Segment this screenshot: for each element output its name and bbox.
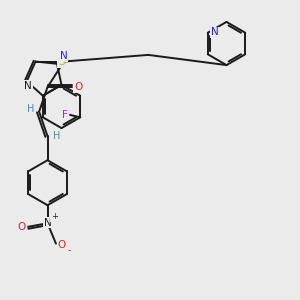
Text: N: N bbox=[24, 81, 32, 91]
Text: O: O bbox=[17, 222, 26, 232]
Text: -: - bbox=[68, 245, 71, 255]
Text: O: O bbox=[58, 240, 66, 250]
Text: F: F bbox=[62, 110, 68, 120]
Text: +: + bbox=[51, 212, 58, 221]
Text: S: S bbox=[58, 57, 64, 67]
Text: N: N bbox=[60, 51, 68, 62]
Text: N: N bbox=[44, 218, 51, 228]
Text: H: H bbox=[27, 104, 34, 114]
Text: O: O bbox=[74, 82, 82, 92]
Text: H: H bbox=[53, 130, 61, 141]
Text: N: N bbox=[211, 27, 218, 37]
